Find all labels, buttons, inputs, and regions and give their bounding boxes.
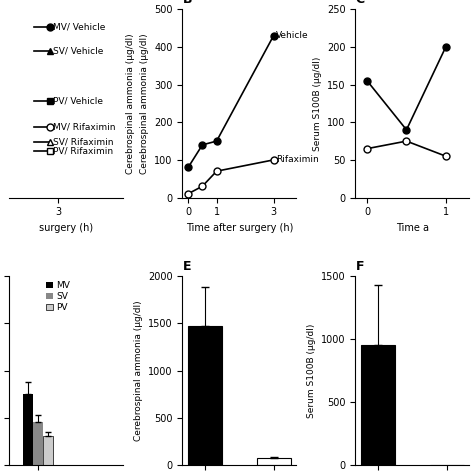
- Text: E: E: [182, 260, 191, 273]
- Y-axis label: Cerebrospinal ammonia (μg/dl): Cerebrospinal ammonia (μg/dl): [126, 33, 135, 174]
- X-axis label: Time a: Time a: [396, 223, 429, 233]
- Text: B: B: [182, 0, 192, 6]
- Text: PV/ Vehicle: PV/ Vehicle: [54, 96, 103, 105]
- Text: SV/ Rifaximin: SV/ Rifaximin: [54, 137, 114, 146]
- Bar: [23, 394, 33, 465]
- Bar: [256, 458, 291, 465]
- Bar: [43, 436, 53, 465]
- Text: SV/ Vehicle: SV/ Vehicle: [54, 46, 104, 55]
- X-axis label: surgery (h): surgery (h): [39, 223, 93, 233]
- Bar: [361, 346, 395, 465]
- Y-axis label: Serum S100B (μg/dl): Serum S100B (μg/dl): [312, 56, 321, 151]
- Y-axis label: Cerebrospinal ammonia (μg/dl): Cerebrospinal ammonia (μg/dl): [134, 300, 143, 441]
- Text: PV/ Rifaximin: PV/ Rifaximin: [54, 146, 113, 155]
- Bar: [188, 326, 222, 465]
- Bar: [33, 422, 43, 465]
- Text: C: C: [356, 0, 365, 6]
- Legend: MV, SV, PV: MV, SV, PV: [43, 277, 73, 316]
- Text: Rifaximin: Rifaximin: [276, 155, 319, 164]
- Text: F: F: [356, 260, 364, 273]
- Y-axis label: Cerebrospinal ammonia (μg/dl): Cerebrospinal ammonia (μg/dl): [140, 33, 149, 174]
- Text: MV/ Vehicle: MV/ Vehicle: [54, 23, 106, 32]
- Text: MV/ Rifaximin: MV/ Rifaximin: [54, 122, 116, 131]
- Text: Vehicle: Vehicle: [276, 31, 309, 40]
- Y-axis label: Serum S100B (μg/dl): Serum S100B (μg/dl): [307, 323, 316, 418]
- X-axis label: Time after surgery (h): Time after surgery (h): [186, 223, 293, 233]
